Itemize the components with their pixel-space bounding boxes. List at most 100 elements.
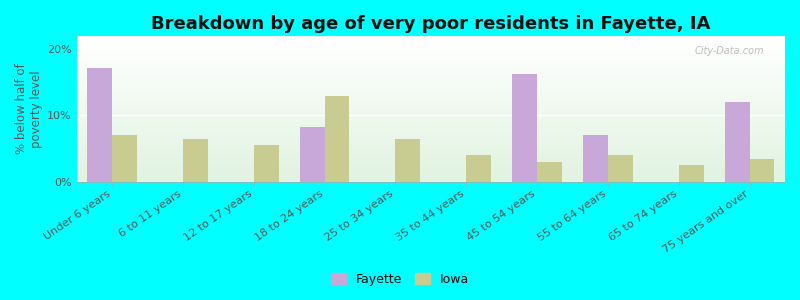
Bar [77,115,785,116]
Bar [77,69,785,70]
Bar [466,155,491,182]
Bar [77,129,785,130]
Bar [77,71,785,72]
Bar [77,59,785,60]
Bar [112,135,137,182]
Bar [77,48,785,49]
Bar [77,177,785,178]
Bar [77,51,785,52]
Bar [77,135,785,136]
Bar [77,112,785,113]
Bar [77,37,785,38]
Bar [77,106,785,107]
Bar [77,88,785,89]
Bar [77,104,785,105]
Bar [77,58,785,59]
Bar [77,167,785,168]
Bar [77,143,785,144]
Bar [325,96,350,182]
Bar [77,98,785,99]
Bar [77,95,785,96]
Bar [77,97,785,98]
Bar [77,136,785,137]
Bar [77,110,785,111]
Bar [77,168,785,169]
Bar [77,165,785,166]
Bar [77,133,785,134]
Bar [77,38,785,39]
Legend: Fayette, Iowa: Fayette, Iowa [326,268,474,291]
Text: City-Data.com: City-Data.com [694,46,764,56]
Bar [87,68,112,182]
Bar [77,122,785,123]
Bar [77,45,785,46]
Bar [77,107,785,108]
Bar [77,73,785,74]
Bar [77,116,785,117]
Bar [77,102,785,103]
Bar [77,80,785,81]
Bar [77,56,785,57]
Bar [77,123,785,124]
Bar [77,163,785,164]
Bar [77,125,785,126]
Bar [77,161,785,162]
Bar [77,79,785,80]
Bar [77,94,785,95]
Bar [77,43,785,44]
Bar [77,44,785,45]
Bar [77,127,785,128]
Bar [77,68,785,69]
Bar [77,140,785,141]
Bar [77,156,785,157]
Bar [77,120,785,121]
Bar [77,91,785,92]
Bar [77,181,785,182]
Bar [77,81,785,82]
Bar [77,77,785,78]
Bar [608,155,633,182]
Bar [77,111,785,112]
Bar [77,96,785,97]
Bar [77,61,785,62]
Bar [725,102,750,182]
Bar [77,139,785,140]
Bar [678,165,703,182]
Bar [77,47,785,48]
Bar [77,65,785,66]
Bar [77,113,785,114]
Bar [77,63,785,64]
Bar [77,62,785,63]
Bar [77,70,785,71]
Bar [77,164,785,165]
Bar [77,132,785,133]
Bar [77,154,785,155]
Bar [77,57,785,58]
Bar [77,147,785,148]
Bar [77,131,785,132]
Bar [77,41,785,42]
Bar [77,148,785,149]
Bar [77,126,785,127]
Bar [77,119,785,120]
Bar [77,39,785,40]
Bar [77,101,785,102]
Bar [77,145,785,146]
Bar [395,139,420,182]
Y-axis label: % below half of
poverty level: % below half of poverty level [15,64,43,154]
Bar [77,93,785,94]
Bar [77,86,785,87]
Bar [77,78,785,79]
Bar [77,152,785,153]
Bar [77,180,785,181]
Bar [77,157,785,158]
Bar [77,162,785,163]
Bar [77,172,785,173]
Bar [77,40,785,41]
Bar [77,149,785,150]
Bar [77,105,785,106]
Bar [77,176,785,177]
Bar [77,84,785,85]
Bar [254,145,278,182]
Bar [750,158,774,182]
